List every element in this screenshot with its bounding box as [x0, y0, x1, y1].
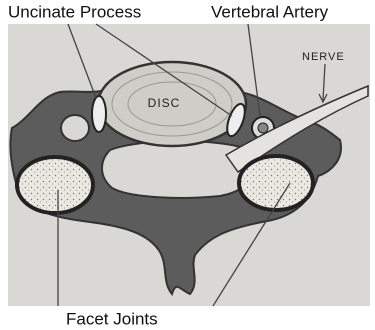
- disc-ring: [111, 71, 233, 137]
- facet-joint: [15, 155, 95, 215]
- disc-label: DISC: [148, 96, 181, 110]
- facet-joint: [237, 154, 315, 212]
- callout-label: Facet Joints: [66, 309, 158, 328]
- callout-label: Uncinate Process: [8, 2, 141, 21]
- leader-line: [95, 23, 233, 117]
- transverse-foramen: [60, 114, 90, 142]
- disc-ring: [127, 81, 217, 127]
- uncinate-process: [226, 102, 246, 138]
- leader-line: [67, 23, 97, 99]
- uncinate-process: [91, 95, 107, 133]
- artery-lumen: [257, 122, 269, 134]
- callout-label: Vertebral Artery: [211, 2, 329, 21]
- nerve-leader: [318, 63, 328, 104]
- spinal-canal: [101, 140, 257, 199]
- nerve: [224, 84, 369, 174]
- nerve-label: NERVE: [302, 51, 345, 63]
- leader-line: [212, 182, 291, 307]
- leader-line: [247, 23, 261, 117]
